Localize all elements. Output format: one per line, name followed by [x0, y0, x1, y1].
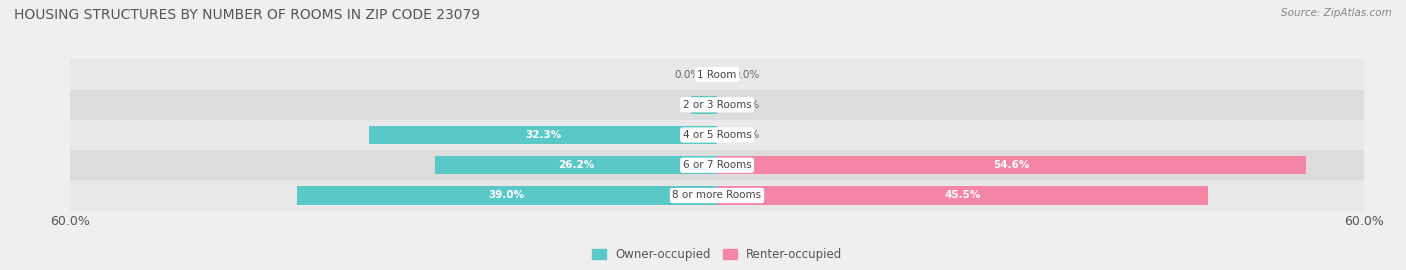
Text: Source: ZipAtlas.com: Source: ZipAtlas.com — [1281, 8, 1392, 18]
Text: 0.0%: 0.0% — [734, 69, 759, 80]
Text: HOUSING STRUCTURES BY NUMBER OF ROOMS IN ZIP CODE 23079: HOUSING STRUCTURES BY NUMBER OF ROOMS IN… — [14, 8, 481, 22]
Bar — [692, 96, 717, 114]
Text: 2 or 3 Rooms: 2 or 3 Rooms — [683, 100, 751, 110]
Text: 26.2%: 26.2% — [558, 160, 593, 170]
Bar — [70, 90, 1364, 120]
Bar — [70, 150, 1364, 180]
Text: 32.3%: 32.3% — [524, 130, 561, 140]
Text: 45.5%: 45.5% — [943, 190, 980, 201]
Bar — [70, 59, 1364, 90]
Text: 0.0%: 0.0% — [734, 100, 759, 110]
Text: 2.4%: 2.4% — [689, 100, 718, 110]
Text: 8 or more Rooms: 8 or more Rooms — [672, 190, 762, 201]
Text: 6 or 7 Rooms: 6 or 7 Rooms — [683, 160, 751, 170]
Legend: Owner-occupied, Renter-occupied: Owner-occupied, Renter-occupied — [586, 244, 848, 266]
Bar — [70, 120, 1364, 150]
Bar — [70, 180, 1364, 211]
Bar — [717, 186, 1208, 205]
Text: 39.0%: 39.0% — [489, 190, 524, 201]
Bar — [368, 126, 717, 144]
Text: 0.0%: 0.0% — [734, 130, 759, 140]
Text: 4 or 5 Rooms: 4 or 5 Rooms — [683, 130, 751, 140]
Text: 1 Room: 1 Room — [697, 69, 737, 80]
Bar — [297, 186, 717, 205]
Bar — [717, 156, 1306, 174]
Text: 54.6%: 54.6% — [993, 160, 1029, 170]
Text: 0.0%: 0.0% — [675, 69, 700, 80]
Bar — [434, 156, 717, 174]
